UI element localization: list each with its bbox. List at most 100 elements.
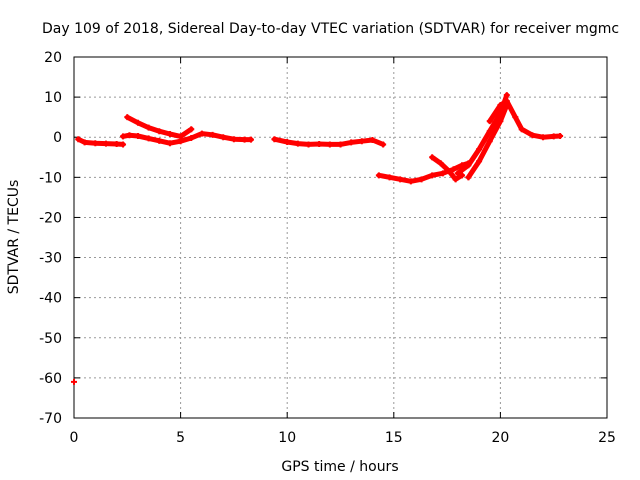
x-tick-label: 5 [176, 430, 185, 446]
data-point [476, 146, 483, 153]
y-tick-label: -50 [39, 331, 62, 347]
data-point [476, 158, 483, 165]
data-point [418, 176, 425, 183]
data-point [503, 98, 510, 105]
data-point [166, 140, 173, 147]
series-arc-2 [75, 136, 127, 148]
data-point [446, 168, 453, 175]
data-point [134, 119, 141, 126]
data-point [486, 128, 493, 135]
data-point [134, 133, 141, 140]
data-point [452, 176, 459, 183]
series-arc-4 [124, 114, 195, 140]
data-point [459, 172, 466, 179]
data-point [177, 133, 184, 140]
plot-frame [73, 56, 608, 419]
series-arc-5 [271, 136, 387, 148]
series-trace [376, 160, 471, 184]
data-point [550, 133, 557, 140]
data-point [557, 133, 564, 140]
data-point [375, 172, 382, 179]
x-axis-label: GPS time / hours [281, 459, 398, 475]
data-point [540, 134, 547, 141]
y-axis-label: SDTVAR / TECUs [6, 180, 22, 295]
chart-title: Day 109 of 2018, Sidereal Day-to-day VTE… [42, 21, 619, 37]
data-point [529, 132, 536, 139]
data-point [397, 176, 404, 183]
data-point [145, 135, 152, 142]
series-trace [455, 92, 510, 176]
y-tick-label: -70 [39, 411, 62, 427]
data-point [486, 138, 493, 145]
data-point [241, 136, 248, 143]
data-point [450, 166, 457, 173]
data-point [120, 133, 127, 140]
data-point [126, 132, 133, 139]
series-arc-1 [71, 378, 77, 385]
data-point [166, 131, 173, 138]
data-point [198, 130, 205, 137]
data-point [81, 139, 88, 146]
data-point [337, 141, 344, 148]
y-tick-label: -30 [39, 251, 62, 267]
data-point [369, 137, 376, 144]
data-point [380, 141, 387, 148]
data-series [71, 92, 564, 385]
data-point [348, 139, 355, 146]
data-point [120, 141, 127, 148]
x-tick-label: 25 [598, 430, 616, 446]
data-point [145, 124, 152, 131]
data-point [220, 134, 227, 141]
x-tick-label: 0 [70, 430, 79, 446]
x-tick-label: 10 [278, 430, 296, 446]
y-tick-label: -60 [39, 371, 62, 387]
data-point [429, 154, 436, 161]
data-point [75, 136, 82, 143]
series-arc-9 [465, 102, 510, 181]
data-point [188, 135, 195, 142]
data-point [71, 378, 77, 385]
data-point [407, 178, 414, 185]
data-point [247, 136, 254, 143]
data-point [156, 137, 163, 144]
x-tick-label: 15 [385, 430, 403, 446]
y-tick-label: 0 [53, 130, 62, 146]
data-point [454, 170, 461, 177]
data-point [92, 140, 99, 147]
y-tick-label: 10 [44, 90, 62, 106]
data-point [209, 131, 216, 138]
data-point [230, 136, 237, 143]
y-tick-label: -20 [39, 210, 62, 226]
data-point [294, 140, 301, 147]
data-point [188, 126, 195, 133]
data-point [465, 174, 472, 181]
data-point [316, 141, 323, 148]
data-point [326, 141, 333, 148]
y-tick-label: 20 [44, 50, 62, 66]
y-tick-label: -10 [39, 170, 62, 186]
grid [74, 57, 607, 418]
data-point [503, 92, 510, 99]
data-point [439, 170, 446, 177]
series-arc-10 [486, 98, 564, 141]
data-point [124, 114, 131, 121]
data-point [486, 118, 493, 125]
data-point [284, 139, 291, 146]
series-arc-3 [120, 130, 254, 147]
data-point [113, 141, 120, 148]
data-point [429, 172, 436, 179]
series-arc-7 [429, 154, 466, 183]
data-point [386, 174, 393, 181]
data-point [497, 118, 504, 125]
data-point [305, 141, 312, 148]
data-point [437, 160, 444, 167]
data-point [358, 138, 365, 145]
data-point [465, 162, 472, 169]
data-point [156, 128, 163, 135]
data-point [512, 114, 519, 121]
data-point [102, 140, 109, 147]
x-tick-label: 20 [491, 430, 509, 446]
data-point [271, 136, 278, 143]
data-point [497, 102, 504, 109]
